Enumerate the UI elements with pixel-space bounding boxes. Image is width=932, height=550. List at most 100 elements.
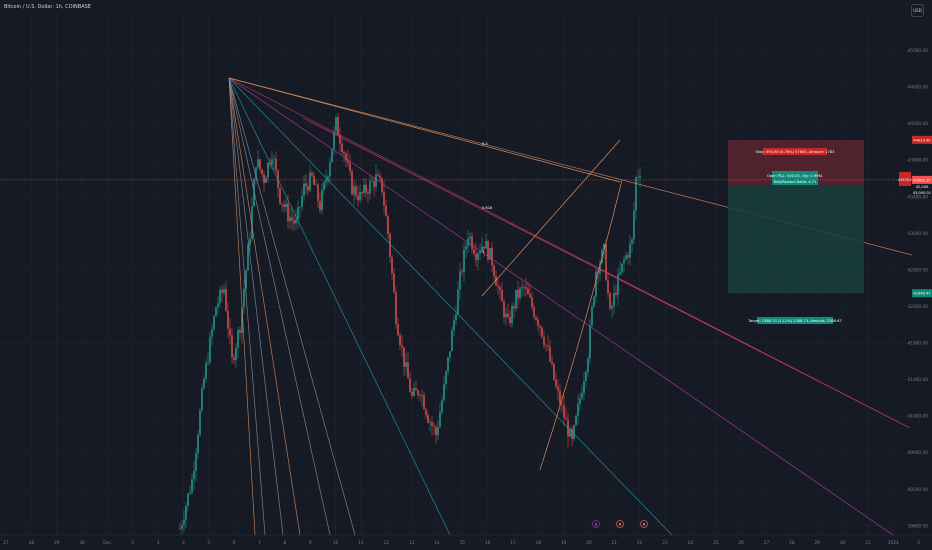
- candle-body: [595, 271, 597, 297]
- candle-body: [363, 184, 365, 194]
- fan-line: [228, 77, 894, 536]
- event-icon: [592, 520, 600, 528]
- event-icon-label: C: [595, 523, 598, 527]
- candle-body: [471, 236, 473, 250]
- candle-body: [547, 345, 549, 347]
- candle-body: [231, 335, 233, 358]
- candle-body: [557, 386, 559, 391]
- candle-body: [303, 183, 305, 196]
- candle-body: [447, 357, 449, 372]
- x-tick-label: 11: [358, 540, 364, 546]
- fan-line: [228, 77, 284, 536]
- candle-body: [335, 117, 337, 132]
- entry-tag: 43539.0: [898, 178, 914, 182]
- candle-body: [387, 216, 389, 234]
- candle-body: [553, 363, 555, 380]
- current-price-tag-bg: [912, 175, 932, 184]
- currency-button[interactable]: USD: [911, 4, 924, 17]
- y-tick-label: 42200.00: [907, 304, 928, 310]
- candle-body: [191, 479, 193, 493]
- candle-body: [319, 200, 321, 211]
- candle-body: [585, 371, 587, 382]
- x-tick-label: 24: [688, 540, 694, 546]
- candle-body: [381, 178, 383, 192]
- candle-body: [453, 320, 455, 331]
- candle-body: [297, 207, 299, 220]
- candle-body: [385, 205, 387, 217]
- candle-body: [215, 307, 217, 317]
- x-tick-label: 18: [536, 540, 542, 546]
- candle-body: [607, 280, 609, 294]
- candle-body: [217, 303, 219, 308]
- candle-body: [397, 323, 399, 336]
- candle-body: [419, 395, 421, 397]
- candle-body: [237, 330, 239, 348]
- candle-body: [525, 287, 527, 289]
- candle-body: [513, 306, 515, 309]
- candle-body: [479, 251, 481, 254]
- candle-body: [421, 395, 423, 397]
- fan-line: [228, 77, 331, 536]
- candle-body: [273, 158, 275, 160]
- candle-body: [327, 176, 329, 180]
- candle-body: [235, 347, 237, 361]
- candles-layer: [179, 112, 641, 535]
- candle-body: [337, 117, 339, 136]
- candle-body: [587, 358, 589, 372]
- open-label-bg: [772, 171, 818, 185]
- y-tick-label: 41400.00: [907, 377, 928, 383]
- candle-body: [445, 371, 447, 385]
- candle-body: [313, 175, 315, 185]
- candle-body: [603, 243, 605, 251]
- candle-body: [343, 151, 345, 154]
- candle-body: [305, 183, 307, 187]
- candle-body: [639, 175, 641, 178]
- candle-body: [589, 325, 591, 359]
- candle-body: [439, 412, 441, 428]
- candle-body: [329, 162, 331, 177]
- y-tick-label: 45000.00: [907, 48, 928, 54]
- candle-body: [473, 249, 475, 254]
- x-tick-label: 28: [789, 540, 795, 546]
- candle-body: [181, 524, 183, 529]
- candle-body: [315, 184, 317, 186]
- candle-body: [213, 316, 215, 330]
- candle-body: [491, 248, 493, 266]
- candle-body: [407, 362, 409, 379]
- candle-body: [559, 390, 561, 405]
- candle-body: [521, 287, 523, 289]
- candle-body: [339, 135, 341, 144]
- candle-body: [457, 289, 459, 315]
- candle-body: [495, 276, 497, 286]
- candle-body: [261, 169, 263, 175]
- x-tick-label: 29: [814, 540, 820, 546]
- y-tick-label: 42600.00: [907, 267, 928, 273]
- y-tick-label: 41800.00: [907, 341, 928, 347]
- event-icon-label: R: [619, 523, 622, 527]
- candle-body: [519, 288, 521, 299]
- candle-body: [403, 347, 405, 367]
- candle-body: [537, 319, 539, 326]
- candle-body: [411, 391, 413, 396]
- parabola-curve: [539, 179, 623, 471]
- candle-body: [393, 273, 395, 293]
- candle-body: [195, 452, 197, 471]
- candle-body: [311, 172, 313, 176]
- candle-body: [283, 204, 285, 207]
- fan-line: [228, 77, 451, 536]
- price-extra-0: 42,000: [916, 185, 929, 189]
- candle-body: [351, 171, 353, 195]
- target-price-tag-bg: [912, 289, 932, 298]
- x-tick-label: 3: [157, 540, 160, 546]
- candle-body: [309, 172, 311, 191]
- candle-body: [307, 186, 309, 191]
- fan-line-inner: [302, 117, 911, 429]
- x-tick-label: 26: [738, 540, 744, 546]
- candle-body: [489, 248, 491, 260]
- candle-body: [531, 297, 533, 307]
- x-tick-label: 16: [485, 540, 491, 546]
- y-tick-label: 44600.00: [907, 85, 928, 91]
- target-zone: [728, 185, 864, 294]
